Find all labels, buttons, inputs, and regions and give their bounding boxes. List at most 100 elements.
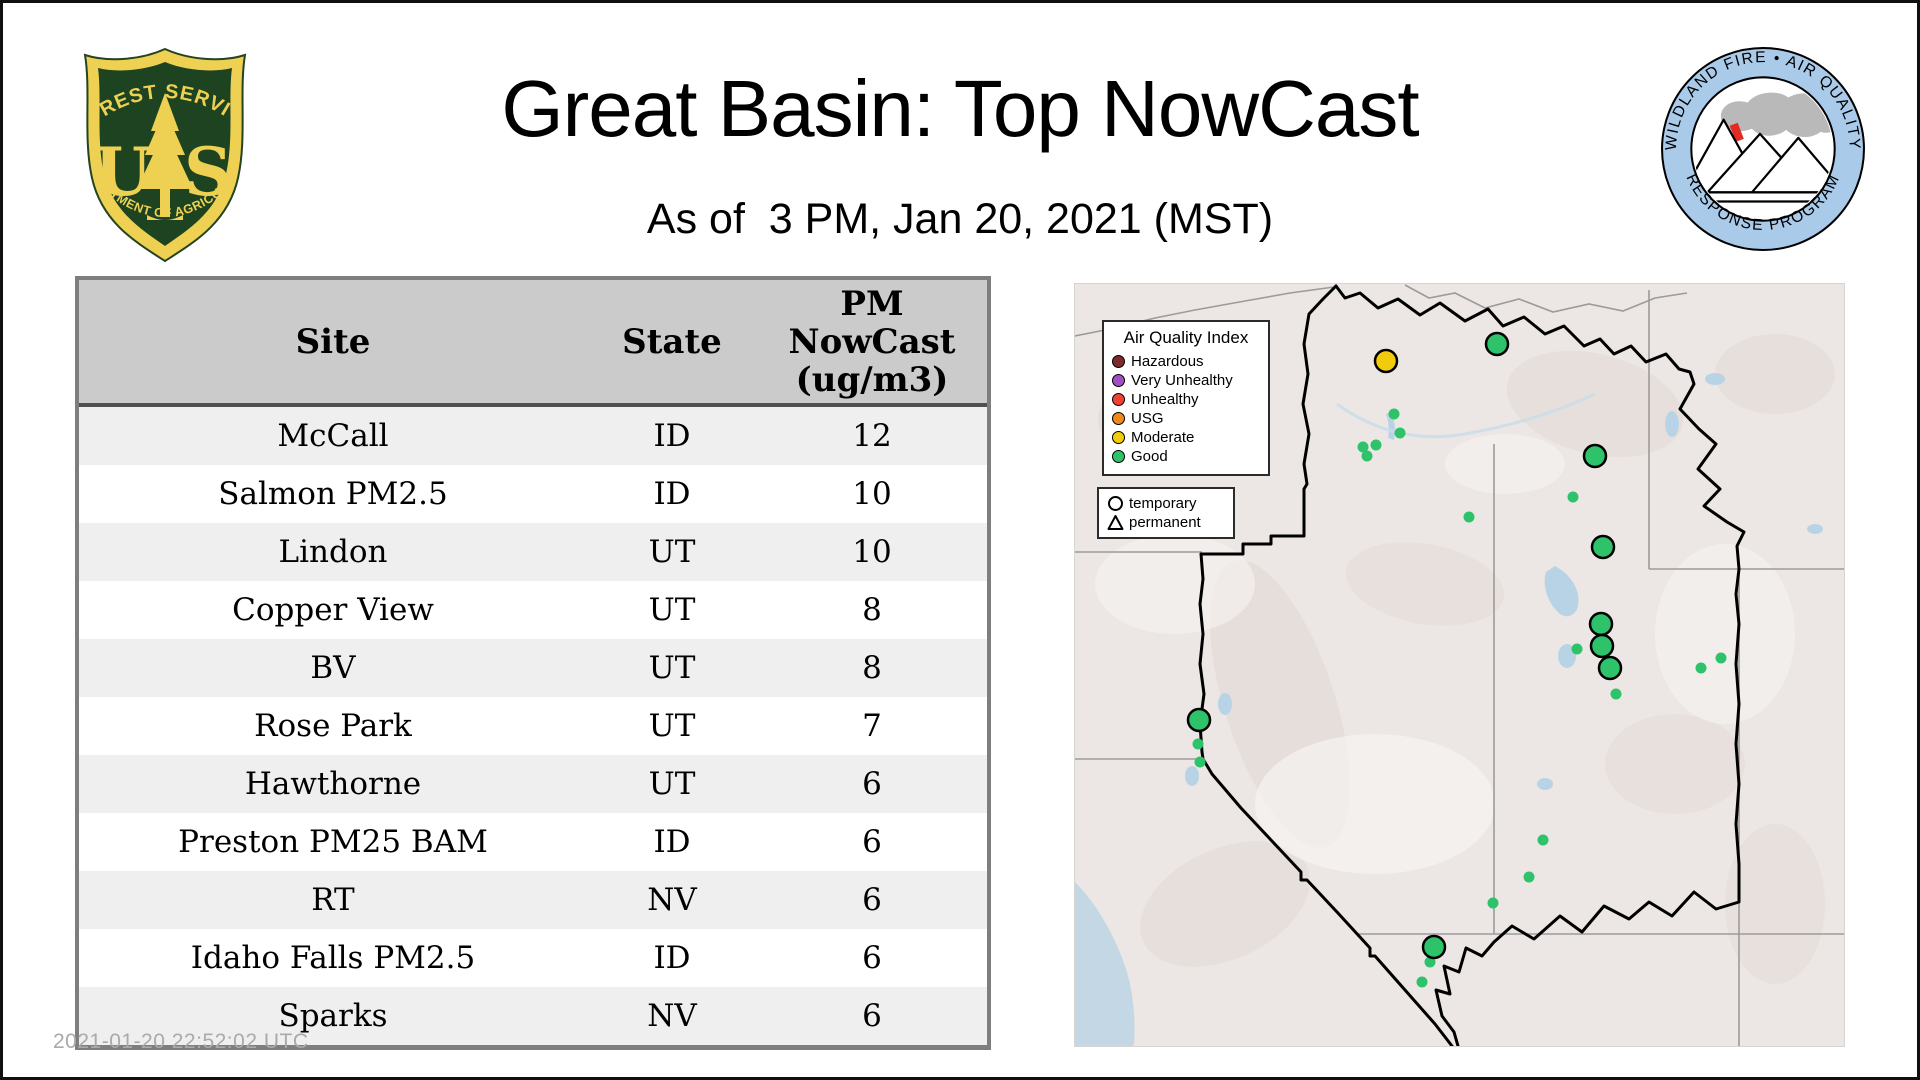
aqi-legend-label: Hazardous (1131, 353, 1204, 370)
monitor-marker-small (1571, 643, 1583, 655)
monitor-marker-large (1588, 611, 1614, 637)
aqi-legend: Air Quality Index Hazardous Very Unhealth… (1102, 320, 1270, 476)
monitor-marker-small (1610, 688, 1622, 700)
site-type-legend: temporary permanent (1097, 487, 1235, 539)
aqi-color-dot-icon (1112, 355, 1125, 368)
aqi-legend-items: Hazardous Very Unhealthy Unhealthy USG Moder… (1112, 352, 1260, 466)
cell-pm: 10 (852, 534, 892, 570)
cell-state: ID (653, 418, 691, 454)
monitor-marker-large (1373, 348, 1399, 374)
cell-state: UT (648, 534, 696, 570)
aqi-legend-item: Very Unhealthy (1112, 371, 1260, 390)
monitor-marker-small (1361, 450, 1373, 462)
lakes (1185, 373, 1823, 790)
aqi-color-dot-icon (1112, 374, 1125, 387)
monitor-marker-large (1590, 534, 1616, 560)
nowcast-table: Site State PM NowCast (ug/m3) McCall ID 12… (75, 276, 991, 1050)
monitor-marker-small (1388, 408, 1400, 420)
snake-river (1336, 392, 1596, 439)
cell-state: UT (648, 592, 696, 628)
site-type-item-permanent: permanent (1107, 513, 1225, 532)
table-row: Rose Park UT 7 (79, 697, 987, 755)
monitor-markers-large (1186, 331, 1623, 960)
monitor-marker-small (1695, 662, 1707, 674)
monitor-marker-small (1715, 652, 1727, 664)
aqi-legend-label: Good (1131, 448, 1168, 465)
generation-timestamp: 2021-01-20 22:52:02 UTC (53, 1030, 309, 1053)
cell-site: Rose Park (254, 708, 412, 744)
table-row: Sparks NV 6 (79, 987, 987, 1045)
cell-site: BV (310, 650, 356, 686)
monitor-marker-small (1394, 427, 1406, 439)
cell-state: NV (647, 998, 697, 1034)
forest-service-logo: FOREST SERVICE DEPARTMENT OF AGRICULTURE… (65, 43, 247, 263)
table-row: Lindon UT 10 (79, 523, 987, 581)
cell-pm: 8 (862, 592, 882, 628)
terrain-shading (1095, 334, 1835, 984)
monitor-marker-small (1523, 871, 1535, 883)
monitor-marker-small (1567, 491, 1579, 503)
fs-monogram-u: U (94, 133, 152, 211)
cell-site: Hawthorne (244, 766, 422, 802)
monitor-marker-large (1597, 655, 1623, 681)
column-header-site: Site (295, 321, 371, 362)
table-row: Hawthorne UT 6 (79, 755, 987, 813)
site-type-label: permanent (1129, 514, 1201, 531)
cell-site: Lindon (278, 534, 388, 570)
monitor-marker-small (1192, 738, 1204, 750)
monitor-map: Air Quality Index Hazardous Very Unhealth… (1074, 283, 1845, 1048)
cell-state: UT (648, 650, 696, 686)
aqi-legend-item: Good (1112, 447, 1260, 466)
aqi-legend-item: USG (1112, 409, 1260, 428)
temporary-circle-icon (1108, 496, 1123, 511)
table-row: RT NV 6 (79, 871, 987, 929)
fs-monogram-s: S (184, 133, 232, 211)
table-body: McCall ID 12 Salmon PM2.5 ID 10 Lindon UT 10 Copp… (79, 407, 987, 1045)
cell-site: McCall (277, 418, 389, 454)
monitor-marker-large (1589, 633, 1615, 659)
wf-mountains-icon (1693, 118, 1833, 194)
state-borders (1074, 284, 1844, 1046)
cell-pm: 6 (862, 766, 882, 802)
aqi-color-dot-icon (1112, 412, 1125, 425)
site-type-label: temporary (1129, 495, 1197, 512)
monitor-marker-small (1424, 956, 1436, 968)
cell-pm: 6 (862, 998, 882, 1034)
monitor-marker-large (1484, 331, 1510, 357)
table-row: Copper View UT 8 (79, 581, 987, 639)
cell-state: ID (653, 940, 691, 976)
monitor-marker-large (1421, 934, 1447, 960)
site-type-item-temporary: temporary (1107, 494, 1225, 513)
cell-pm: 7 (862, 708, 882, 744)
monitor-marker-small (1370, 439, 1382, 451)
aqi-legend-item: Moderate (1112, 428, 1260, 447)
monitor-marker-small (1194, 756, 1206, 768)
aqi-legend-item: Unhealthy (1112, 390, 1260, 409)
aqi-color-dot-icon (1112, 393, 1125, 406)
cell-site: Copper View (232, 592, 434, 628)
table-row: BV UT 8 (79, 639, 987, 697)
table-row: Preston PM25 BAM ID 6 (79, 813, 987, 871)
page-title: Great Basin: Top NowCast (501, 64, 1419, 153)
aqi-color-dot-icon (1112, 450, 1125, 463)
page-subtitle: As of 3 PM, Jan 20, 2021 (MST) (646, 195, 1274, 243)
forecast-area-outline (1198, 284, 1746, 1048)
monitor-marker-small (1537, 834, 1549, 846)
cell-pm: 10 (852, 476, 892, 512)
wfaqrp-logo: WILDLAND FIRE • AIR QUALITY RESPONSE PRO… (1661, 47, 1865, 251)
column-header-pm: PM NowCast (ug/m3) (788, 283, 956, 400)
aqi-legend-label: USG (1131, 410, 1164, 427)
cell-state: UT (648, 766, 696, 802)
cell-site: Preston PM25 BAM (178, 824, 488, 860)
fs-pine-tree-icon (137, 93, 193, 220)
cell-pm: 6 (862, 940, 882, 976)
monitor-marker-large (1186, 707, 1212, 733)
cell-state: ID (653, 824, 691, 860)
cell-pm: 12 (852, 418, 892, 454)
cell-pm: 8 (862, 650, 882, 686)
column-header-state: State (622, 321, 722, 362)
table-row: Salmon PM2.5 ID 10 (79, 465, 987, 523)
aqi-color-dot-icon (1112, 431, 1125, 444)
monitor-marker-small (1357, 441, 1369, 453)
